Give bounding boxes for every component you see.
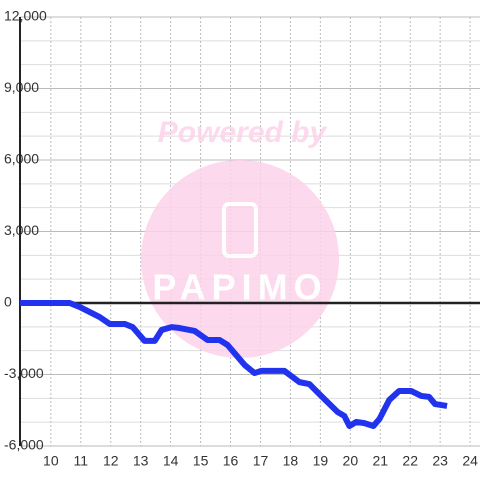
x-tick-label: 16 [223,453,239,469]
watermark-icon [222,202,258,258]
x-tick-label: 18 [283,453,299,469]
y-tick-label: 12,000 [4,8,47,24]
x-tick-label: 22 [402,453,418,469]
x-tick-label: 17 [253,453,269,469]
y-tick-label: 0 [4,294,12,310]
data-line [20,300,448,429]
x-tick-label: 13 [133,453,149,469]
y-tick-label: -6,000 [4,437,44,453]
x-tick-label: 15 [193,453,209,469]
x-tick-label: 10 [43,453,59,469]
x-tick-label: 21 [372,453,388,469]
x-tick-label: 12 [103,453,119,469]
x-tick-label: 14 [163,453,179,469]
x-tick-label: 11 [74,453,89,469]
watermark: Powered by PAPIMO [141,116,339,358]
x-tick-label: 20 [343,453,359,469]
y-tick-label: 6,000 [4,151,39,167]
y-tick-label: 3,000 [4,222,39,238]
watermark-text: PAPIMO [152,267,327,308]
x-tick-label: 19 [313,453,329,469]
watermark-circle [141,160,339,358]
watermark-text: Powered by [158,116,328,149]
x-tick-label: 23 [432,453,448,469]
x-tick-label: 24 [462,453,478,469]
y-tick-label: 9,000 [4,79,39,95]
y-tick-label: -3,000 [4,365,44,381]
